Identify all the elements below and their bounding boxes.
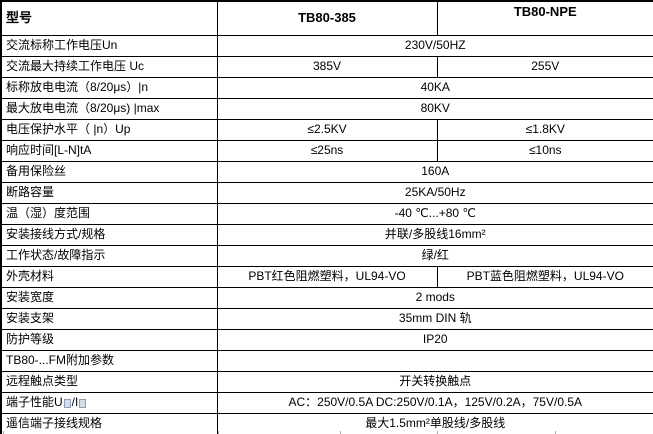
cutoff-gridline: [340, 431, 341, 434]
table-row: 响应时间[L-N]tA ≤25ns ≤10ns: [0, 140, 653, 162]
row-value-nominal-discharge: 40KA: [216, 77, 653, 99]
row-label-terminal-performance: 端子性能U/I: [0, 392, 218, 414]
table-row: 电压保护水平（ |n）Up ≤2.5KV ≤1.8KV: [0, 119, 653, 141]
header-tb80-npe: TB80-NPE: [436, 0, 653, 36]
table-row: 安装接线方式/规格 并联/多股线16mm²: [0, 224, 653, 246]
row-value-mounting-width: 2 mods: [216, 287, 653, 309]
table-row: TB80-...FM附加参数: [0, 350, 653, 372]
cutoff-gridline: [218, 431, 219, 434]
cutoff-gridline: [555, 431, 556, 434]
table-row: 最大放电电流（8/20μs) |max 80KV: [0, 98, 653, 120]
row-label-backup-fuse: 备用保险丝: [0, 161, 218, 183]
table-row: 远程触点类型 开关转换触点: [0, 371, 653, 393]
row-value-temp-range: -40 ℃...+80 ℃: [216, 203, 653, 225]
row-label-max-voltage: 交流最大持续工作电压 Uc: [0, 56, 218, 78]
row-value-terminal-performance: AC：250V/0.5A DC:250V/0.1A，125V/0.2A，75V/…: [216, 392, 653, 414]
table-row: 遥信端子接线规格 最大1.5mm²单股线/多股线: [0, 413, 653, 434]
row-value-mounting-rail: 35mm DIN 轨: [216, 308, 653, 330]
cutoff-gridline: [437, 431, 438, 434]
row-label-remote-contact-type: 远程触点类型: [0, 371, 218, 393]
table-row: 备用保险丝 160A: [0, 161, 653, 183]
table-row: 外壳材料 PBT红色阻燃塑料，UL94-VO PBT蓝色阻燃塑料，UL94-VO: [0, 266, 653, 288]
row-value-housing-385: PBT红色阻燃塑料，UL94-VO: [216, 266, 438, 288]
row-label-status-indicator: 工作状态/故障指示: [0, 245, 218, 267]
header-model-label: 型号: [0, 0, 218, 36]
row-label-wiring-spec: 安装接线方式/规格: [0, 224, 218, 246]
row-value-ip-rating: IP20: [216, 329, 653, 351]
row-label-fm-extra-params: TB80-...FM附加参数: [0, 350, 218, 372]
table-row: 防护等级 IP20: [0, 329, 653, 351]
missing-glyph-box: [63, 399, 71, 409]
row-label-protection-level: 电压保护水平（ |n）Up: [0, 119, 218, 141]
table-row: 安装宽度 2 mods: [0, 287, 653, 309]
table-row: 交流最大持续工作电压 Uc 385V 255V: [0, 56, 653, 78]
table-row: 端子性能U/I AC：250V/0.5A DC:250V/0.1A，125V/0…: [0, 392, 653, 414]
table-row: 标称放电电流（8/20μs）|n 40KA: [0, 77, 653, 99]
table-row: 温（湿）度范围 -40 ℃...+80 ℃: [0, 203, 653, 225]
row-label-mounting-rail: 安装支架: [0, 308, 218, 330]
row-value-max-discharge: 80KV: [216, 98, 653, 120]
row-value-housing-npe: PBT蓝色阻燃塑料，UL94-VO: [436, 266, 653, 288]
table-row: 安装支架 35mm DIN 轨: [0, 308, 653, 330]
row-value-signal-terminal-spec: 最大1.5mm²单股线/多股线: [216, 413, 653, 434]
row-label-mounting-width: 安装宽度: [0, 287, 218, 309]
row-value-max-voltage-npe: 255V: [436, 56, 653, 78]
cutoff-gridline: [3, 431, 4, 434]
row-value-fm-extra-params: [216, 350, 653, 372]
row-label-max-discharge: 最大放电电流（8/20μs) |max: [0, 98, 218, 120]
row-label-response-time: 响应时间[L-N]tA: [0, 140, 218, 162]
row-value-breaking-capacity: 25KA/50Hz: [216, 182, 653, 204]
row-value-response-npe: ≤10ns: [436, 140, 653, 162]
row-label-ip-rating: 防护等级: [0, 329, 218, 351]
row-value-protection-npe: ≤1.8KV: [436, 119, 653, 141]
table-row: 断路容量 25KA/50Hz: [0, 182, 653, 204]
row-value-max-voltage-385: 385V: [216, 56, 438, 78]
row-value-nominal-voltage: 230V/50HZ: [216, 35, 653, 57]
row-label-temp-range: 温（湿）度范围: [0, 203, 218, 225]
table-row: 工作状态/故障指示 绿/红: [0, 245, 653, 267]
row-value-remote-contact-type: 开关转换触点: [216, 371, 653, 393]
row-value-response-385: ≤25ns: [216, 140, 438, 162]
missing-glyph-box: [79, 399, 87, 409]
row-value-backup-fuse: 160A: [216, 161, 653, 183]
terminal-label-part2: /I: [71, 395, 79, 410]
table-row: 交流标称工作电压Un 230V/50HZ: [0, 35, 653, 57]
header-row: 型号 TB80-385 TB80-NPE: [0, 0, 653, 36]
header-tb80-385: TB80-385: [216, 0, 438, 36]
row-value-status-indicator: 绿/红: [216, 245, 653, 267]
row-label-nominal-voltage: 交流标称工作电压Un: [0, 35, 218, 57]
row-value-wiring-spec: 并联/多股线16mm²: [216, 224, 653, 246]
row-label-breaking-capacity: 断路容量: [0, 182, 218, 204]
row-label-signal-terminal-spec: 遥信端子接线规格: [0, 413, 218, 434]
row-label-nominal-discharge: 标称放电电流（8/20μs）|n: [0, 77, 218, 99]
terminal-label-part1: 端子性能U: [6, 395, 63, 410]
row-value-protection-385: ≤2.5KV: [216, 119, 438, 141]
row-label-housing-material: 外壳材料: [0, 266, 218, 288]
